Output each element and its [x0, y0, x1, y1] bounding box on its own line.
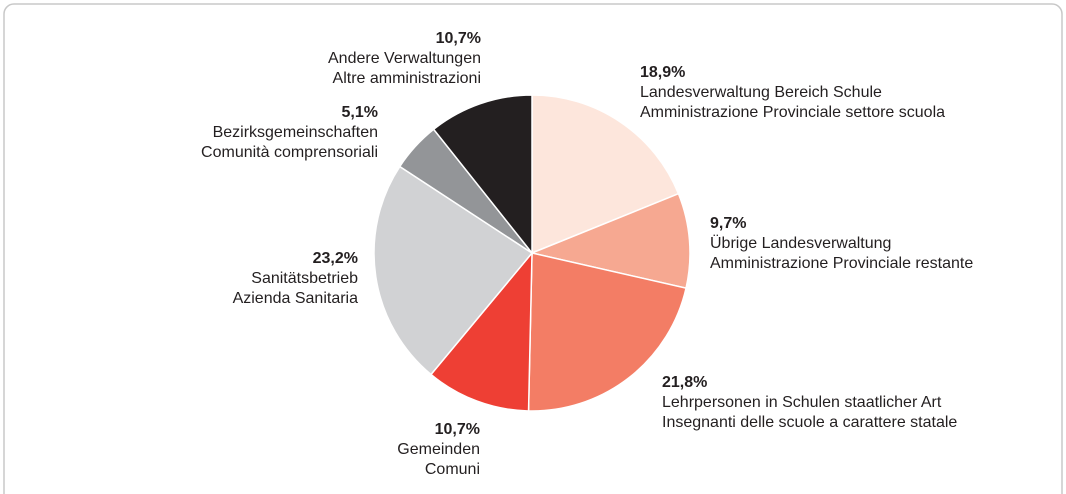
pie-slice — [432, 94, 533, 256]
category-label: Landesverwaltung Bereich Schule — [640, 84, 882, 101]
value-label: 21,8% — [662, 374, 707, 391]
category-label: Lehrpersonen in Schulen staatlicher Art — [662, 394, 942, 411]
category-label: Andere Verwaltungen — [328, 50, 481, 67]
category-label-it: Comunità comprensoriali — [201, 144, 378, 161]
category-label-it: Altre amministrazioni — [333, 70, 481, 87]
category-label: Gemeinden — [397, 441, 480, 458]
pie-slice — [527, 252, 687, 412]
category-label-it: Amministrazione Provinciale restante — [710, 255, 973, 272]
category-label-it: Amministrazione Provinciale settore scuo… — [640, 104, 945, 121]
category-label-it: Insegnanti delle scuole a carattere stat… — [662, 414, 957, 431]
frame — [3, 3, 1063, 494]
pie-slice — [373, 165, 534, 376]
value-label: 10,7% — [436, 30, 481, 47]
value-label: 9,7% — [710, 215, 746, 232]
category-label: Sanitätsbetrieb — [251, 270, 358, 287]
value-label: 23,2% — [313, 250, 358, 267]
value-label: 5,1% — [342, 104, 378, 121]
pie-slice — [429, 250, 533, 412]
category-label: Übrige Landesverwaltung — [710, 234, 891, 252]
pie-slice — [531, 94, 680, 255]
category-label: Bezirksgemeinschaften — [213, 124, 378, 141]
category-label-it: Azienda Sanitaria — [233, 290, 359, 307]
category-label-it: Comuni — [425, 461, 480, 478]
pie-slice — [529, 192, 691, 290]
value-label: 10,7% — [435, 421, 480, 438]
value-label: 18,9% — [640, 64, 685, 81]
